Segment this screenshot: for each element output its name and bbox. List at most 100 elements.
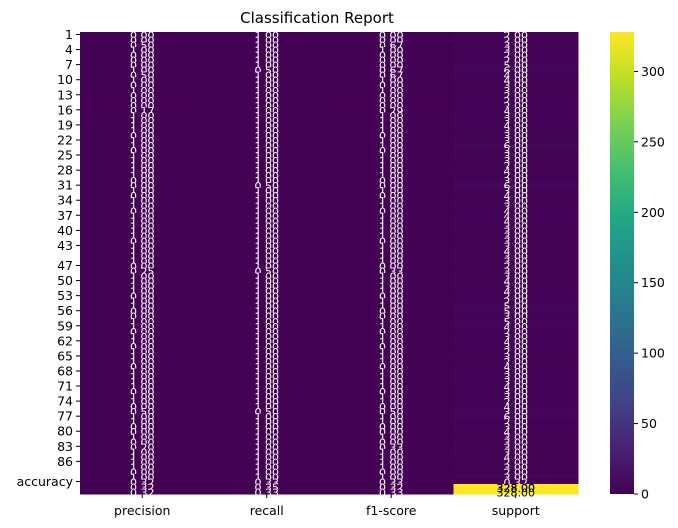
heatmap-cell [80, 318, 205, 324]
heatmap-cell [453, 428, 579, 435]
heatmap-cell [453, 343, 579, 349]
heatmap-cell [329, 182, 454, 189]
column-tick-label: precision [114, 503, 170, 518]
heatmap-cell [80, 32, 205, 38]
row-tick-label: 19 [57, 117, 73, 132]
heatmap-cell [453, 313, 579, 319]
row-tick-label: 37 [57, 208, 73, 223]
heatmap-cell [204, 187, 330, 194]
heatmap-cell [204, 303, 330, 309]
heatmap-cell [204, 192, 330, 199]
heatmap-cell [453, 268, 579, 274]
heatmap-cell [80, 398, 205, 405]
heatmap-cell [80, 418, 205, 425]
heatmap-cell [453, 483, 579, 490]
heatmap-cell [453, 448, 579, 455]
heatmap-cell [80, 438, 205, 445]
heatmap-cell [453, 283, 579, 289]
heatmap-cell [453, 403, 579, 410]
heatmap-cell [80, 57, 205, 63]
heatmap-cell [80, 443, 205, 450]
heatmap-cell [80, 232, 205, 239]
row-tick-label: 22 [57, 132, 73, 147]
heatmap-cell [329, 458, 454, 465]
heatmap-cell [80, 222, 205, 229]
row-tick-label: 13 [57, 87, 73, 102]
heatmap-cell [204, 448, 330, 455]
row-tick-label: 1 [65, 27, 73, 42]
row-tick-label: 4 [65, 42, 73, 57]
heatmap-cell [453, 182, 579, 189]
heatmap-cell [204, 62, 330, 68]
heatmap-cell [453, 42, 579, 48]
heatmap-cell [80, 147, 205, 154]
colorbar-tick-label: 250 [641, 134, 665, 149]
heatmap-cell [329, 418, 454, 425]
heatmap-cell [453, 202, 579, 209]
heatmap-cell [329, 107, 454, 113]
heatmap-cell [329, 157, 454, 164]
heatmap-cell [453, 32, 579, 38]
heatmap-cell [453, 478, 579, 485]
heatmap-cell [204, 403, 330, 410]
heatmap-cell [204, 182, 330, 189]
cell-value-label: 0.32 [130, 486, 155, 499]
row-tick-label: 31 [57, 178, 73, 193]
row-tick-label: 83 [57, 439, 73, 454]
cell-value-label: 0.33 [379, 486, 404, 499]
heatmap-cell [453, 112, 579, 118]
heatmap-cell [329, 232, 454, 239]
heatmap-cell [80, 288, 205, 294]
heatmap-cell [204, 227, 330, 234]
heatmap-cell [80, 408, 205, 415]
heatmap-cell [329, 318, 454, 324]
row-tick-label: 40 [57, 223, 73, 238]
heatmap-cell [453, 348, 579, 354]
heatmap-cell [204, 368, 330, 374]
heatmap-cell [80, 338, 205, 344]
heatmap-cell [204, 157, 330, 164]
heatmap-cell [453, 72, 579, 78]
heatmap-cell [80, 453, 205, 460]
heatmap-cell [453, 102, 579, 108]
row-tick-label: 34 [57, 193, 73, 208]
heatmap-cell [204, 57, 330, 63]
heatmap-cell [80, 308, 205, 314]
heatmap-cell [453, 167, 579, 174]
heatmap-cell [80, 167, 205, 174]
heatmap-cell [204, 42, 330, 48]
heatmap-cell [453, 328, 579, 334]
heatmap-cell [329, 42, 454, 48]
heatmap-cell [329, 102, 454, 108]
heatmap-cell [80, 278, 205, 284]
heatmap-cell [329, 323, 454, 329]
heatmap-cell [204, 142, 330, 148]
row-tick-label: 50 [57, 273, 73, 288]
heatmap-cell [453, 338, 579, 344]
heatmap-cell [453, 247, 579, 254]
heatmap-cell [80, 187, 205, 194]
heatmap-cell [453, 217, 579, 224]
heatmap-cell [453, 157, 579, 164]
heatmap-cell [80, 358, 205, 364]
heatmap-cell [453, 288, 579, 294]
heatmap-cell [329, 433, 454, 440]
heatmap-cell [80, 37, 205, 43]
row-tick-label: 53 [57, 288, 73, 303]
heatmap-cell [80, 42, 205, 48]
heatmap-cell [329, 383, 454, 390]
heatmap-cell [80, 67, 205, 73]
heatmap-cell [453, 333, 579, 339]
heatmap-cell [329, 268, 454, 274]
heatmap-cell [329, 37, 454, 43]
heatmap-cell [204, 473, 330, 480]
row-tick-label: 25 [57, 148, 73, 163]
heatmap-cell [329, 293, 454, 299]
heatmap-cell [453, 393, 579, 400]
heatmap-cell [329, 97, 454, 103]
colorbar-tick-label: 50 [641, 416, 657, 431]
heatmap-cell [204, 112, 330, 118]
heatmap-cell [80, 47, 205, 53]
heatmap-cell [204, 197, 330, 204]
heatmap-cell [453, 438, 579, 445]
